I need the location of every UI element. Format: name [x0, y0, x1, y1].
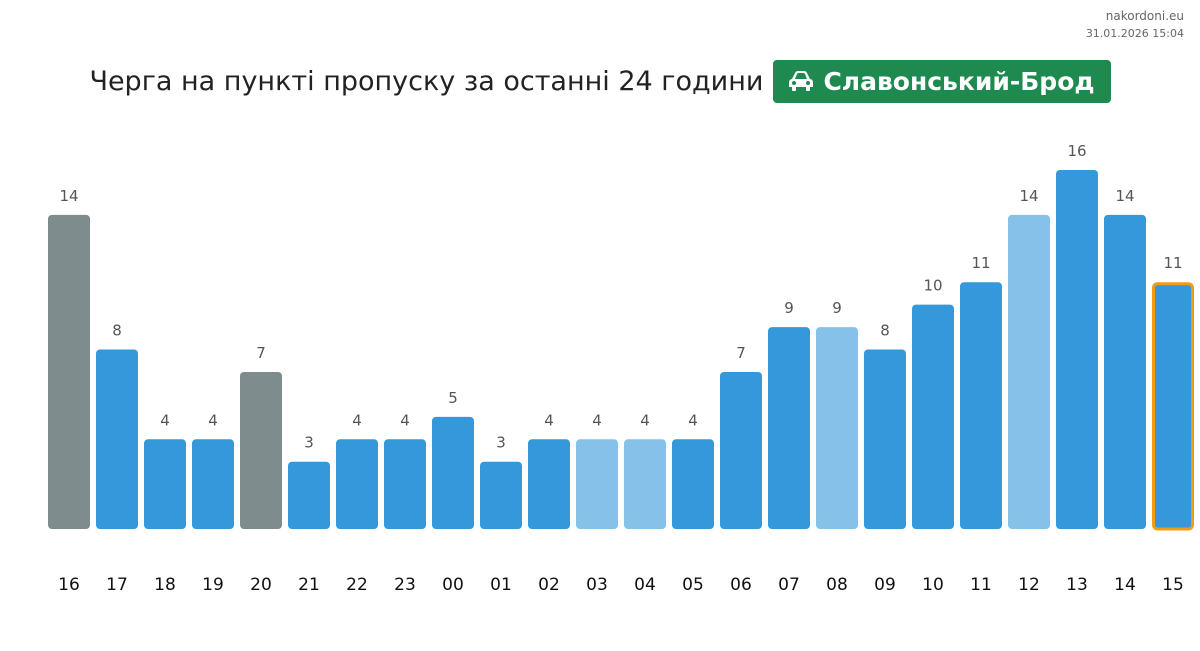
value-label-17: 8 [112, 322, 122, 340]
value-label-07: 9 [784, 299, 794, 317]
value-label-20: 7 [256, 344, 266, 362]
x-tick-08: 08 [826, 575, 848, 595]
bar-15 [1152, 282, 1194, 531]
x-tick-11: 11 [970, 575, 992, 595]
bar-05 [672, 439, 714, 529]
value-label-12: 14 [1019, 187, 1038, 205]
value-label-23: 4 [400, 411, 410, 429]
value-label-08: 9 [832, 299, 842, 317]
x-tick-18: 18 [154, 575, 176, 595]
x-tick-20: 20 [250, 575, 272, 595]
value-label-10: 10 [923, 277, 942, 295]
x-tick-00: 00 [442, 575, 464, 595]
value-label-22: 4 [352, 411, 362, 429]
value-label-06: 7 [736, 344, 746, 362]
x-tick-02: 02 [538, 575, 560, 595]
value-label-05: 4 [688, 411, 698, 429]
x-tick-21: 21 [298, 575, 320, 595]
value-label-09: 8 [880, 322, 890, 340]
x-tick-03: 03 [586, 575, 608, 595]
bar-13 [1056, 170, 1098, 529]
bar-14 [1104, 214, 1146, 529]
bar-18 [144, 439, 186, 529]
checkpoint-name: Славонський-Брод [823, 66, 1095, 96]
bar-17 [96, 349, 138, 529]
value-label-11: 11 [971, 254, 990, 272]
x-tick-10: 10 [922, 575, 944, 595]
x-tick-19: 19 [202, 575, 224, 595]
checkpoint-badge: Славонський-Брод [773, 59, 1111, 103]
x-tick-15: 15 [1162, 575, 1184, 595]
x-tick-05: 05 [682, 575, 704, 595]
value-label-13: 16 [1067, 142, 1086, 160]
value-label-14: 14 [1115, 187, 1134, 205]
x-tick-22: 22 [346, 575, 368, 595]
chart-title: Черга на пункті пропуску за останні 24 г… [89, 65, 764, 97]
value-label-00: 5 [448, 389, 458, 407]
bar-19 [192, 439, 234, 529]
bar-12 [1008, 214, 1050, 529]
x-tick-14: 14 [1114, 575, 1136, 595]
x-tick-04: 04 [634, 575, 656, 595]
bar-23 [384, 439, 426, 529]
x-tick-13: 13 [1066, 575, 1088, 595]
bar-04 [624, 439, 666, 529]
bar-20 [240, 371, 282, 529]
value-label-02: 4 [544, 411, 554, 429]
chart-header: Черга на пункті пропуску за останні 24 г… [0, 59, 1200, 103]
bar-11 [960, 282, 1002, 529]
value-label-18: 4 [160, 411, 170, 429]
car-icon [787, 70, 815, 92]
value-label-15: 11 [1163, 254, 1182, 272]
bar-10 [912, 304, 954, 529]
x-tick-01: 01 [490, 575, 512, 595]
value-label-04: 4 [640, 411, 650, 429]
bar-21 [288, 461, 330, 529]
x-tick-07: 07 [778, 575, 800, 595]
value-label-19: 4 [208, 411, 218, 429]
bar-01 [480, 461, 522, 529]
value-label-21: 3 [304, 434, 314, 452]
bar-02 [528, 439, 570, 529]
source-info: nakordoni.eu 31.01.2026 15:04 [1086, 8, 1184, 42]
value-label-03: 4 [592, 411, 602, 429]
value-label-01: 3 [496, 434, 506, 452]
x-tick-23: 23 [394, 575, 416, 595]
timestamp: 31.01.2026 15:04 [1085, 27, 1184, 40]
x-tick-09: 09 [874, 575, 896, 595]
x-tick-06: 06 [730, 575, 752, 595]
x-tick-12: 12 [1018, 575, 1040, 595]
value-label-16: 14 [59, 187, 78, 205]
bar-07 [768, 327, 810, 529]
bar-06 [720, 371, 762, 529]
site-name: nakordoni.eu [1105, 9, 1184, 23]
bar-09 [864, 349, 906, 529]
x-tick-17: 17 [106, 575, 128, 595]
x-tick-16: 16 [58, 575, 80, 595]
bar-22 [336, 439, 378, 529]
bar-16 [48, 214, 90, 529]
bar-03 [576, 439, 618, 529]
bar-08 [816, 327, 858, 529]
bar-00 [432, 416, 474, 529]
